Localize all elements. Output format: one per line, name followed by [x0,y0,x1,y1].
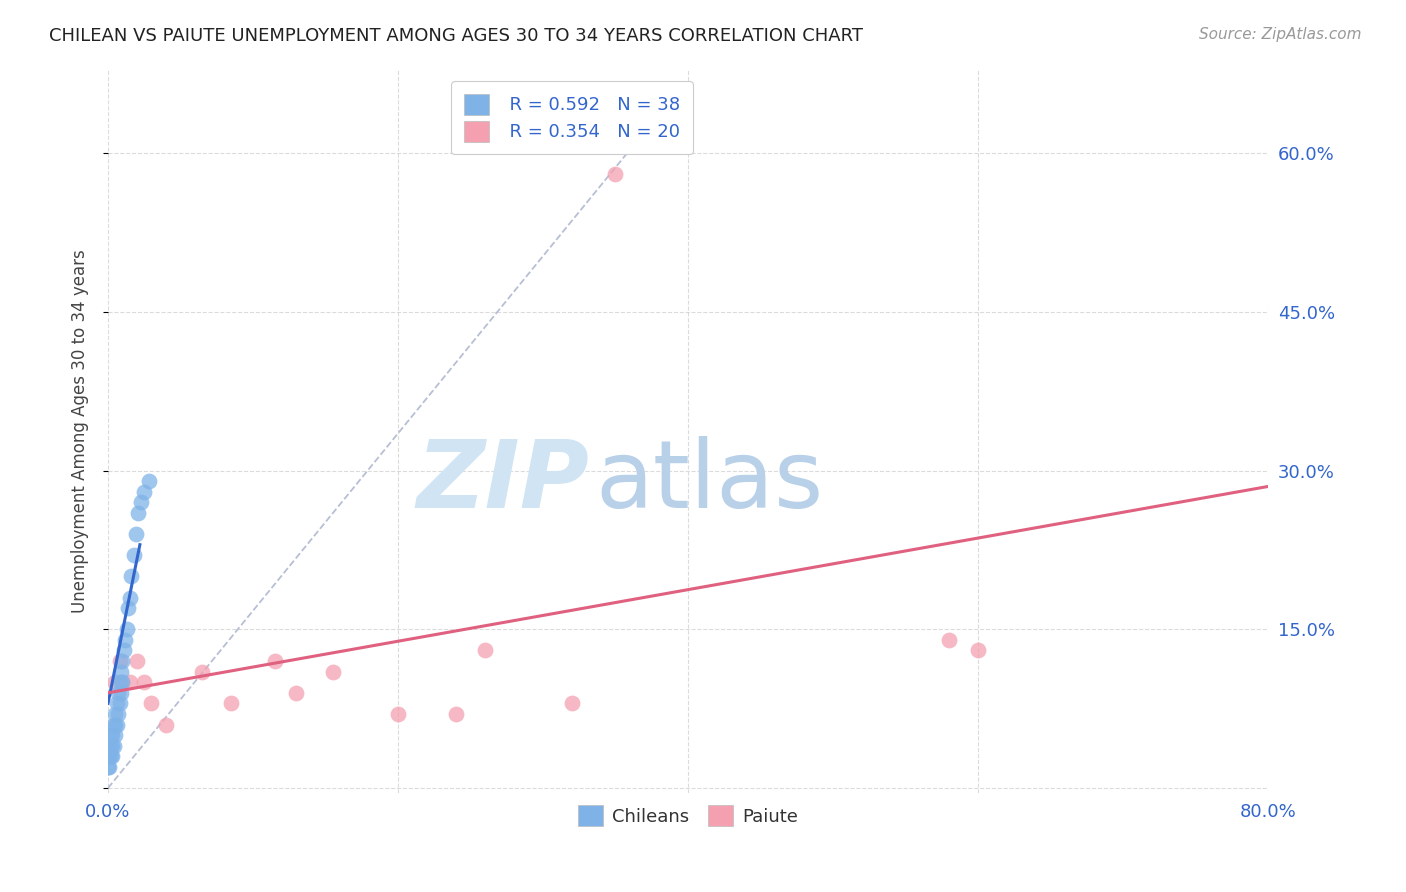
Point [114,632,136,647]
Point [104,728,127,742]
Point [104,717,127,731]
Point [127,506,149,520]
Point [111,675,134,690]
Point [141,697,163,711]
Point [98,749,121,764]
Point [118,591,141,605]
Point [125,654,148,668]
Point [322,665,344,679]
Text: Source: ZipAtlas.com: Source: ZipAtlas.com [1198,27,1361,42]
Text: ZIP: ZIP [416,435,589,528]
Point [444,706,467,721]
Point [120,569,142,583]
Point [131,495,153,509]
Point [108,675,131,690]
Point [285,686,308,700]
Point [124,527,146,541]
Point [387,706,409,721]
Point [100,749,122,764]
Point [122,548,145,562]
Point [97,749,120,764]
Point [561,697,583,711]
Point [101,749,124,764]
Y-axis label: Unemployment Among Ages 30 to 34 years: Unemployment Among Ages 30 to 34 years [72,249,89,613]
Point [474,643,496,657]
Point [967,643,990,657]
Point [111,654,134,668]
Point [118,675,141,690]
Point [97,739,120,753]
Legend: Chileans, Paiute: Chileans, Paiute [569,797,807,835]
Point [97,760,120,774]
Point [105,697,128,711]
Point [138,474,160,488]
Point [938,632,960,647]
Point [101,739,124,753]
Point [107,706,129,721]
Point [100,739,122,753]
Point [104,706,127,721]
Point [108,654,131,668]
Point [100,728,122,742]
Point [117,601,139,615]
Point [115,623,138,637]
Point [134,484,156,499]
Point [105,717,128,731]
Point [104,675,127,690]
Point [155,717,177,731]
Point [108,697,131,711]
Point [219,697,242,711]
Point [605,167,627,181]
Point [112,643,135,657]
Point [101,728,124,742]
Point [111,675,134,690]
Point [191,665,214,679]
Point [134,675,156,690]
Point [98,760,121,774]
Point [110,665,132,679]
Text: atlas: atlas [595,435,824,528]
Point [263,654,285,668]
Point [107,686,129,700]
Point [103,717,125,731]
Point [110,686,132,700]
Point [103,739,125,753]
Text: CHILEAN VS PAIUTE UNEMPLOYMENT AMONG AGES 30 TO 34 YEARS CORRELATION CHART: CHILEAN VS PAIUTE UNEMPLOYMENT AMONG AGE… [49,27,863,45]
